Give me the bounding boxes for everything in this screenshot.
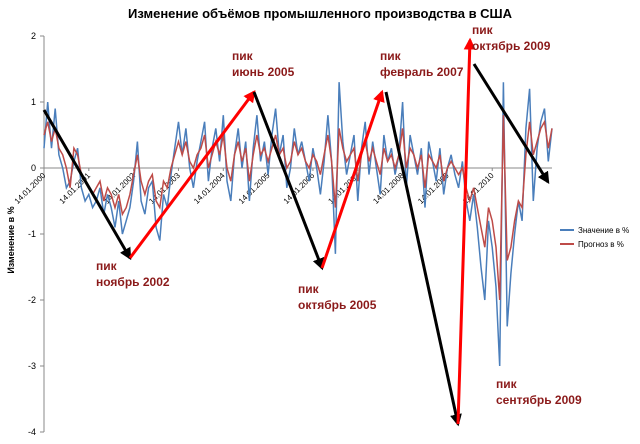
annotation-peak-label: пик — [496, 377, 518, 391]
x-tick-label: 14.01.2001 — [58, 171, 93, 206]
trend-arrow-down — [472, 63, 550, 185]
y-axis-label: Изменение в % — [6, 206, 16, 273]
annotation-peak-label: пик — [96, 259, 118, 273]
trend-arrow-down — [384, 91, 462, 427]
series-line-1 — [43, 82, 553, 367]
annotation-peak-date: октябрь 2005 — [298, 298, 377, 312]
trend-arrow-up — [456, 37, 476, 425]
legend: Значение в % Прогноз в % — [560, 226, 629, 249]
x-tick-label: 14.01.2005 — [237, 171, 272, 206]
annotation-peak-date: октябрь 2009 — [472, 39, 551, 53]
trend-arrow-down — [42, 109, 132, 261]
y-tick-label: -1 — [28, 229, 36, 239]
legend-entry: Прогноз в % — [578, 240, 624, 249]
annotation-peak-label: пик — [472, 23, 494, 37]
series-layer — [43, 82, 553, 367]
annotation-peak-label: пик — [380, 49, 402, 63]
trend-arrows — [42, 37, 550, 427]
annotation-peak-date: июнь 2005 — [232, 65, 295, 79]
annotation-peak-label: пик — [232, 49, 254, 63]
y-tick-label: -4 — [28, 427, 36, 437]
series-line-2 — [43, 115, 553, 301]
chart-title: Изменение объёмов промышленного производ… — [128, 6, 513, 21]
annotation-peak-label: пик — [298, 282, 320, 296]
annotation-peak-date: сентябрь 2009 — [496, 393, 582, 407]
annotations: пик ноябрь 2002 пик июнь 2005 пик октябрь 200… — [96, 23, 582, 407]
annotation-peak-date: февраль 2007 — [380, 65, 464, 79]
y-tick-label: -2 — [28, 295, 36, 305]
y-tick-label: 2 — [31, 31, 36, 41]
trend-arrow-up — [320, 89, 385, 269]
x-tick-label: 14.01.2008 — [371, 171, 406, 206]
y-tick-label: -3 — [28, 361, 36, 371]
axes: 2 1 0 -1 -2 -3 -4 14.01.2000 14.01.2001 14.01.200… — [13, 31, 552, 437]
trend-arrow-down — [252, 91, 325, 271]
legend-entry: Значение в % — [578, 226, 629, 235]
trend-arrow-up — [128, 90, 256, 259]
y-tick-label: 1 — [31, 97, 36, 107]
annotation-peak-date: ноябрь 2002 — [96, 275, 170, 289]
y-tick-label: 0 — [31, 163, 36, 173]
x-tick-label: 14.01.2000 — [13, 171, 48, 206]
